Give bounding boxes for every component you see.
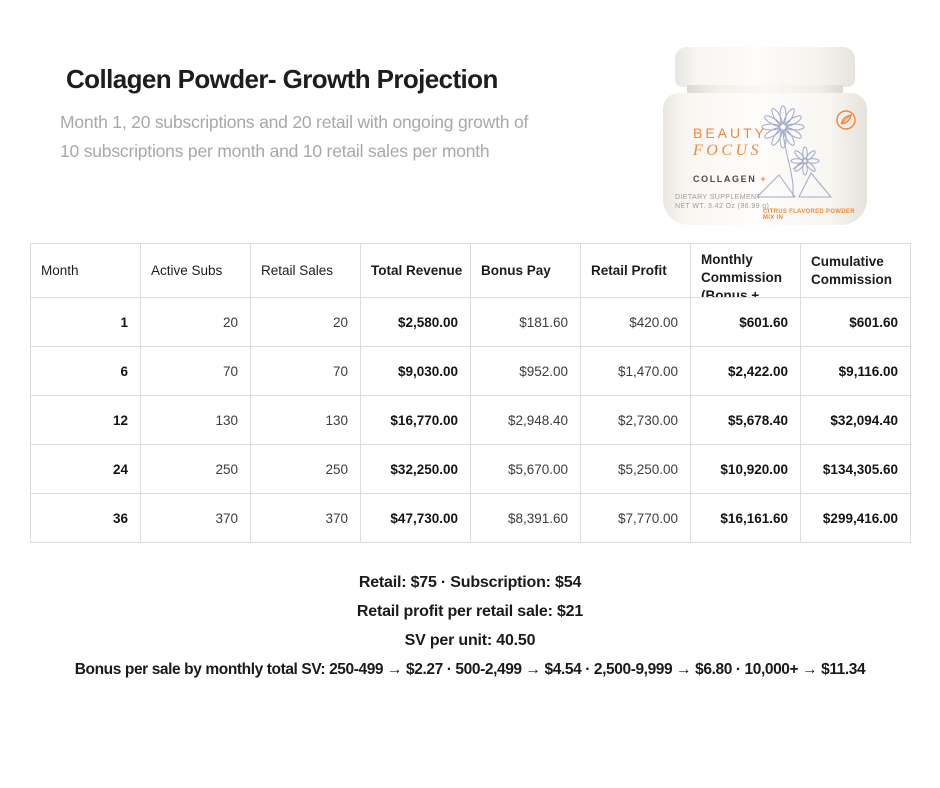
brand-block: BEAUTY FOCUS COLLAGEN +: [693, 125, 767, 184]
cell-month: 12: [30, 395, 141, 445]
column-header-total-revenue: Total Revenue: [360, 243, 471, 298]
cell-total-revenue: $32,250.00: [360, 444, 471, 494]
column-header-monthly-commission: Monthly Commission (Bonus +: [690, 243, 801, 298]
cell-retail-profit: $1,470.00: [580, 346, 691, 396]
brand-leaf-logo-icon: [836, 110, 856, 130]
product-name: COLLAGEN +: [693, 174, 768, 184]
cell-retail-profit: $2,730.00: [580, 395, 691, 445]
cell-retail-sales: 130: [250, 395, 361, 445]
column-header-retail-sales: Retail Sales: [250, 243, 361, 298]
cell-cumulative-commission: $32,094.40: [800, 395, 911, 445]
product-image: BEAUTY FOCUS COLLAGEN + DIETARY SUPPLEME…: [655, 33, 875, 225]
cell-total-revenue: $47,730.00: [360, 493, 471, 543]
cell-retail-sales: 20: [250, 297, 361, 347]
cell-bonus-pay: $2,948.40: [470, 395, 581, 445]
column-header-bonus-pay: Bonus Pay: [470, 243, 581, 298]
cell-bonus-pay: $5,670.00: [470, 444, 581, 494]
cell-bonus-pay: $952.00: [470, 346, 581, 396]
cell-month: 1: [30, 297, 141, 347]
note-bonus-tiers: Bonus per sale by monthly total SV: 250-…: [74, 661, 866, 678]
table-row: 6 70 70 $9,030.00 $952.00 $1,470.00 $2,4…: [30, 346, 911, 396]
cell-monthly-commission: $16,161.60: [690, 493, 801, 543]
cell-total-revenue: $16,770.00: [360, 395, 471, 445]
note-retail-subscription: Retail: $75 · Subscription: $54: [358, 574, 582, 591]
subtitle-line-1: Month 1, 20 subscriptions and 20 retail …: [60, 112, 529, 132]
cell-bonus-pay: $8,391.60: [470, 493, 581, 543]
subtitle-line-2: 10 subscriptions per month and 10 retail…: [60, 141, 490, 161]
table-row: 12 130 130 $16,770.00 $2,948.40 $2,730.0…: [30, 395, 911, 445]
jar-label: BEAUTY FOCUS COLLAGEN + DIETARY SUPPLEME…: [663, 93, 867, 225]
table-row: 36 370 370 $47,730.00 $8,391.60 $7,770.0…: [30, 493, 911, 543]
cell-retail-profit: $420.00: [580, 297, 691, 347]
header-row: Month Active Subs Retail Sales Total Rev…: [30, 243, 911, 298]
cell-month: 24: [30, 444, 141, 494]
cell-month: 6: [30, 346, 141, 396]
cell-active-subs: 20: [140, 297, 251, 347]
cell-retail-profit: $5,250.00: [580, 444, 691, 494]
page-subtitle: Month 1, 20 subscriptions and 20 retail …: [60, 108, 528, 166]
growth-projection-table: Month Active Subs Retail Sales Total Rev…: [30, 243, 911, 543]
cell-retail-profit: $7,770.00: [580, 493, 691, 543]
cell-monthly-commission: $10,920.00: [690, 444, 801, 494]
cell-total-revenue: $2,580.00: [360, 297, 471, 347]
cell-retail-sales: 250: [250, 444, 361, 494]
table-row: 24 250 250 $32,250.00 $5,670.00 $5,250.0…: [30, 444, 911, 494]
brand-name-line1: BEAUTY: [693, 125, 768, 141]
note-retail-profit: Retail profit per retail sale: $21: [356, 603, 584, 620]
supplement-text: DIETARY SUPPLEMENT NET WT. 3.42 Oz (96.9…: [675, 194, 770, 210]
cell-bonus-pay: $181.60: [470, 297, 581, 347]
plus-sign: +: [760, 174, 768, 184]
cell-active-subs: 370: [140, 493, 251, 543]
cell-active-subs: 130: [140, 395, 251, 445]
cell-total-revenue: $9,030.00: [360, 346, 471, 396]
column-header-active-subs: Active Subs: [140, 243, 251, 298]
clipped-header-note: (Bonus +: [701, 288, 760, 297]
column-header-month: Month: [30, 243, 141, 298]
cell-monthly-commission: $2,422.00: [690, 346, 801, 396]
jar-lid: [675, 47, 855, 87]
page-title: Collagen Powder- Growth Projection: [66, 64, 498, 94]
note-sv-per-unit: SV per unit: 40.50: [404, 632, 536, 649]
column-header-retail-profit: Retail Profit: [580, 243, 691, 298]
cell-cumulative-commission: $601.60: [800, 297, 911, 347]
cell-active-subs: 250: [140, 444, 251, 494]
pricing-notes: Retail: $75 · Subscription: $54 Retail p…: [0, 568, 940, 684]
cell-active-subs: 70: [140, 346, 251, 396]
brand-name-line2: FOCUS: [693, 142, 763, 159]
flavor-text: CITRUS FLAVORED POWDER MIX IN: [763, 209, 855, 221]
cell-cumulative-commission: $9,116.00: [800, 346, 911, 396]
cell-retail-sales: 370: [250, 493, 361, 543]
table-row: 1 20 20 $2,580.00 $181.60 $420.00 $601.6…: [30, 297, 911, 347]
cell-retail-sales: 70: [250, 346, 361, 396]
cell-month: 36: [30, 493, 141, 543]
column-header-cumulative-commission: Cumulative Commission: [800, 243, 911, 298]
cell-monthly-commission: $5,678.40: [690, 395, 801, 445]
cell-cumulative-commission: $134,305.60: [800, 444, 911, 494]
cell-cumulative-commission: $299,416.00: [800, 493, 911, 543]
cell-monthly-commission: $601.60: [690, 297, 801, 347]
flower-line-art-icon: [755, 105, 833, 198]
